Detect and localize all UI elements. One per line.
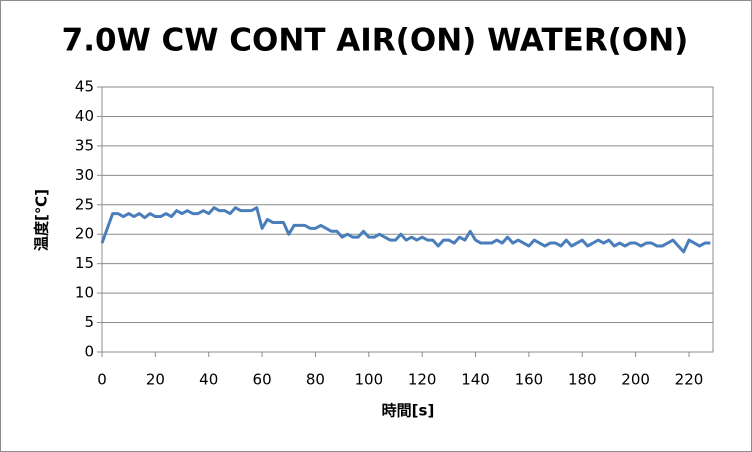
- y-tick-label: 5: [84, 313, 94, 331]
- x-tick-label: 0: [97, 371, 107, 389]
- data-line: [100, 206, 711, 254]
- y-tick-label: 15: [75, 254, 94, 272]
- x-tick-label: 100: [354, 371, 383, 389]
- x-tick-label: 160: [515, 371, 544, 389]
- y-tick-label: 20: [75, 225, 94, 243]
- x-tick-label: 200: [621, 371, 650, 389]
- y-tick-label: 45: [75, 78, 94, 96]
- x-tick-label: 20: [146, 371, 165, 389]
- chart-title: 7.0W CW CONT AIR(ON) WATER(ON): [62, 23, 689, 59]
- plot-frame: [101, 86, 714, 353]
- x-axis-label: 時間[s]: [382, 402, 435, 420]
- y-axis-label: 温度[℃]: [33, 189, 51, 251]
- x-tick-label: 80: [306, 371, 325, 389]
- x-tick-label: 40: [199, 371, 218, 389]
- x-tick-label: 60: [253, 371, 272, 389]
- y-tick-label: 35: [75, 136, 94, 154]
- y-tick-label: 25: [75, 195, 94, 213]
- y-tick-label: 40: [75, 107, 94, 125]
- x-tick-label: 140: [461, 371, 490, 389]
- x-tick-label: 180: [568, 371, 597, 389]
- y-tick-label: 30: [75, 166, 94, 184]
- y-tick-label: 10: [75, 284, 94, 302]
- x-tick-label: 120: [408, 371, 437, 389]
- x-tick-label: 220: [675, 371, 704, 389]
- y-tick-label: 0: [84, 343, 94, 361]
